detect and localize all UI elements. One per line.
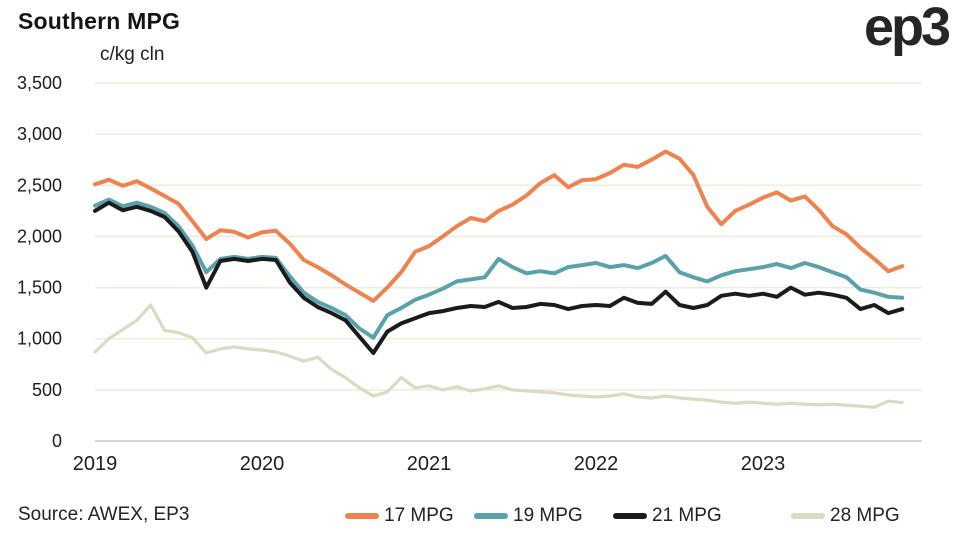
legend-swatch-17-mpg [345, 513, 379, 519]
y-tick-label: 0 [52, 431, 62, 451]
legend-label-17-mpg: 17 MPG [384, 505, 454, 526]
y-axis-unit-label: c/kg cln [100, 44, 165, 65]
y-tick-label: 500 [32, 380, 62, 400]
y-tick-label: 1,000 [17, 329, 62, 349]
y-tick-label: 2,000 [17, 226, 62, 246]
legend-item-19-mpg: 19 MPG [474, 504, 583, 528]
legend-item-17-mpg: 17 MPG [345, 504, 454, 528]
x-tick-label-2021: 2021 [407, 453, 452, 475]
legend-item-21-mpg: 21 MPG [613, 504, 722, 528]
legend-swatch-28-mpg [791, 513, 825, 519]
legend-label-28-mpg: 28 MPG [830, 505, 900, 526]
legend-label-19-mpg: 19 MPG [513, 505, 583, 526]
source-note: Source: AWEX, EP3 [18, 504, 190, 525]
x-tick-label-2022: 2022 [574, 453, 619, 475]
legend-swatch-21-mpg [613, 513, 647, 519]
y-tick-label: 3,500 [17, 73, 62, 93]
x-tick-label-2019: 2019 [73, 453, 118, 475]
series-line-28-mpg [93, 303, 904, 409]
y-tick-label: 2,500 [17, 175, 62, 195]
x-tick-label-2023: 2023 [741, 453, 786, 475]
legend-swatch-19-mpg [474, 513, 508, 519]
legend-label-21-mpg: 21 MPG [652, 505, 722, 526]
y-tick-label: 1,500 [17, 278, 62, 298]
y-tick-label: 3,000 [17, 124, 62, 144]
chart-title: Southern MPG [18, 8, 181, 34]
series-line-19-mpg [93, 197, 905, 340]
series-line-21-mpg [93, 200, 905, 355]
ep3-logo: ep3 [863, 0, 951, 57]
legend-item-28-mpg: 28 MPG [791, 504, 900, 528]
x-tick-label-2020: 2020 [240, 453, 285, 475]
series-line-17-mpg [93, 149, 905, 303]
